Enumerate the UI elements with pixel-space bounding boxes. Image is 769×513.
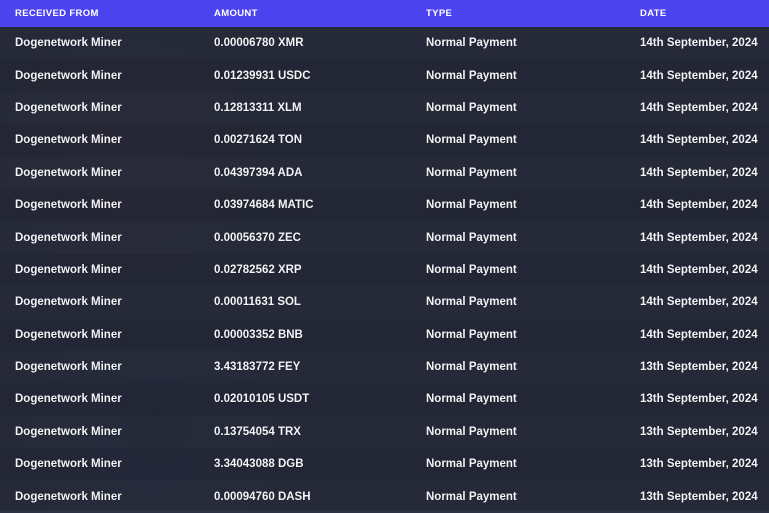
cell-type: Normal Payment bbox=[426, 425, 517, 438]
cell-type: Normal Payment bbox=[426, 490, 517, 503]
cell-received-from: Dogenetwork Miner bbox=[15, 263, 122, 276]
cell-received-from: Dogenetwork Miner bbox=[15, 425, 122, 438]
cell-date: 14th September, 2024 bbox=[640, 134, 758, 147]
table-row[interactable]: Dogenetwork Miner 0.13754054 TRX Normal Pa… bbox=[0, 415, 769, 449]
cell-amount: 0.13754054 TRX bbox=[214, 425, 301, 438]
cell-type: Normal Payment bbox=[426, 231, 517, 244]
column-header-date[interactable]: DATE bbox=[640, 8, 667, 19]
cell-amount: 0.00094760 DASH bbox=[214, 490, 311, 503]
cell-amount: 0.02782562 XRP bbox=[214, 263, 302, 276]
cell-received-from: Dogenetwork Miner bbox=[15, 296, 122, 309]
cell-type: Normal Payment bbox=[426, 37, 517, 50]
cell-received-from: Dogenetwork Miner bbox=[15, 69, 122, 82]
cell-date: 14th September, 2024 bbox=[640, 296, 758, 309]
cell-type: Normal Payment bbox=[426, 166, 517, 179]
table-row[interactable]: Dogenetwork Miner 0.03974684 MATIC Normal … bbox=[0, 188, 769, 222]
cell-amount: 0.00011631 SOL bbox=[214, 296, 301, 309]
cell-received-from: Dogenetwork Miner bbox=[15, 101, 122, 114]
cell-amount: 3.43183772 FEY bbox=[214, 361, 301, 374]
cell-amount: 0.00003352 BNB bbox=[214, 328, 303, 341]
cell-type: Normal Payment bbox=[426, 296, 517, 309]
table-row[interactable]: Dogenetwork Miner 0.00003352 BNB Normal Pa… bbox=[0, 318, 769, 351]
table-row[interactable]: Dogenetwork Miner 0.02010105 USDT Normal P… bbox=[0, 383, 769, 416]
cell-date: 14th September, 2024 bbox=[640, 166, 758, 179]
column-header-type[interactable]: TYPE bbox=[426, 8, 453, 19]
cell-date: 13th September, 2024 bbox=[640, 458, 758, 471]
table-body: Dogenetwork Miner 0.00006780 XMR Normal Pa… bbox=[0, 27, 769, 513]
cell-received-from: Dogenetwork Miner bbox=[15, 393, 122, 406]
cell-received-from: Dogenetwork Miner bbox=[15, 328, 122, 341]
table-row[interactable]: Dogenetwork Miner 0.00094760 DASH Normal P… bbox=[0, 480, 769, 513]
cell-received-from: Dogenetwork Miner bbox=[15, 37, 122, 50]
table-header-row: RECEIVED FROM AMOUNT TYPE DATE bbox=[0, 0, 769, 27]
table-bottom-rule bbox=[0, 510, 769, 513]
cell-amount: 0.02010105 USDT bbox=[214, 393, 310, 406]
cell-amount: 0.00056370 ZEC bbox=[214, 231, 301, 244]
cell-type: Normal Payment bbox=[426, 199, 517, 212]
cell-received-from: Dogenetwork Miner bbox=[15, 361, 122, 374]
cell-date: 13th September, 2024 bbox=[640, 361, 758, 374]
table-row[interactable]: Dogenetwork Miner 0.00006780 XMR Normal Pa… bbox=[0, 27, 769, 60]
table-row[interactable]: Dogenetwork Miner 0.00056370 ZEC Normal Pa… bbox=[0, 221, 769, 254]
cell-type: Normal Payment bbox=[426, 328, 517, 341]
cell-date: 13th September, 2024 bbox=[640, 490, 758, 503]
table-row[interactable]: Dogenetwork Miner 0.04397394 ADA Normal Pa… bbox=[0, 156, 769, 189]
column-header-amount[interactable]: AMOUNT bbox=[214, 8, 258, 19]
cell-date: 14th September, 2024 bbox=[640, 231, 758, 244]
cell-amount: 0.01239931 USDC bbox=[214, 69, 311, 82]
cell-date: 13th September, 2024 bbox=[640, 393, 758, 406]
table-row[interactable]: Dogenetwork Miner 3.34043088 DGB Normal Pa… bbox=[0, 448, 769, 481]
cell-type: Normal Payment bbox=[426, 263, 517, 276]
cell-date: 14th September, 2024 bbox=[640, 199, 758, 212]
cell-type: Normal Payment bbox=[426, 393, 517, 406]
cell-received-from: Dogenetwork Miner bbox=[15, 490, 122, 503]
table-row[interactable]: Dogenetwork Miner 0.01239931 USDC Normal P… bbox=[0, 59, 769, 92]
cell-received-from: Dogenetwork Miner bbox=[15, 166, 122, 179]
cell-date: 14th September, 2024 bbox=[640, 328, 758, 341]
cell-type: Normal Payment bbox=[426, 458, 517, 471]
table-row[interactable]: Dogenetwork Miner 0.00271624 TON Normal Pa… bbox=[0, 124, 769, 157]
cell-amount: 3.34043088 DGB bbox=[214, 458, 304, 471]
table-row[interactable]: Dogenetwork Miner 0.02782562 XRP Normal Pa… bbox=[0, 253, 769, 287]
table-row[interactable]: Dogenetwork Miner 0.00011631 SOL Normal Pa… bbox=[0, 286, 769, 319]
cell-type: Normal Payment bbox=[426, 101, 517, 114]
column-header-received-from[interactable]: RECEIVED FROM bbox=[15, 8, 99, 19]
cell-type: Normal Payment bbox=[426, 69, 517, 82]
cell-date: 14th September, 2024 bbox=[640, 263, 758, 276]
cell-date: 13th September, 2024 bbox=[640, 425, 758, 438]
cell-amount: 0.12813311 XLM bbox=[214, 101, 302, 114]
cell-type: Normal Payment bbox=[426, 361, 517, 374]
table-row[interactable]: Dogenetwork Miner 0.12813311 XLM Normal Pa… bbox=[0, 91, 769, 125]
cell-received-from: Dogenetwork Miner bbox=[15, 231, 122, 244]
cell-type: Normal Payment bbox=[426, 134, 517, 147]
cell-date: 14th September, 2024 bbox=[640, 69, 758, 82]
cell-received-from: Dogenetwork Miner bbox=[15, 134, 122, 147]
cell-received-from: Dogenetwork Miner bbox=[15, 199, 122, 212]
cell-amount: 0.04397394 ADA bbox=[214, 166, 303, 179]
cell-date: 14th September, 2024 bbox=[640, 101, 758, 114]
cell-received-from: Dogenetwork Miner bbox=[15, 458, 122, 471]
cell-amount: 0.03974684 MATIC bbox=[214, 199, 314, 212]
cell-date: 14th September, 2024 bbox=[640, 37, 758, 50]
cell-amount: 0.00006780 XMR bbox=[214, 37, 304, 50]
table-row[interactable]: Dogenetwork Miner 3.43183772 FEY Normal Pa… bbox=[0, 350, 769, 384]
cell-amount: 0.00271624 TON bbox=[214, 134, 303, 147]
